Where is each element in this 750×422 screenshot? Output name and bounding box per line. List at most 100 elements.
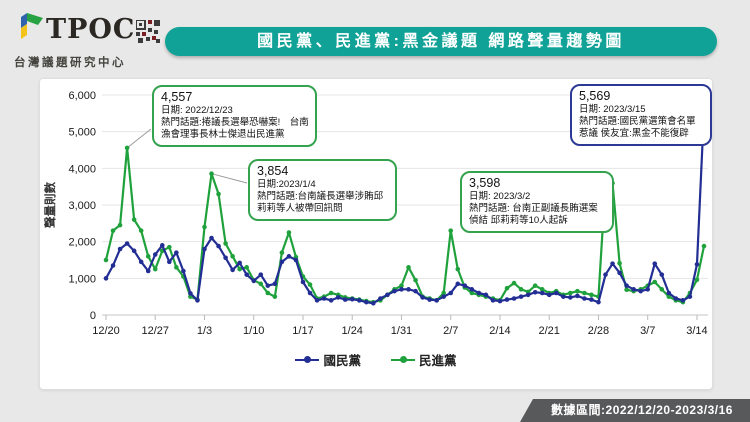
data-point (237, 266, 242, 272)
data-point (532, 289, 538, 295)
data-point (582, 290, 587, 296)
data-point (202, 246, 207, 252)
data-point (462, 283, 468, 288)
x-tick-label: 2/21 (539, 325, 560, 337)
data-point (589, 297, 594, 302)
data-point (511, 296, 517, 301)
annotation-topic: 熱門話題:台南議長選舉涉賄邱莉莉等人被帶回訊問 (257, 191, 384, 215)
data-point (575, 288, 580, 294)
annotation-value: 3,598 (469, 176, 501, 190)
annotation-leader-line (126, 128, 152, 149)
data-point (258, 281, 264, 287)
data-point (124, 241, 130, 246)
data-point (701, 243, 707, 249)
data-point (504, 297, 510, 302)
data-point (124, 145, 130, 151)
data-point (209, 171, 214, 176)
data-point (286, 254, 292, 259)
data-point (406, 287, 411, 292)
data-point (307, 282, 313, 287)
data-point (188, 291, 193, 296)
data-point (427, 297, 432, 302)
data-point (174, 250, 179, 255)
annotation-topic: 熱門話題:國民黨選策會名單惹議 侯友宜:黑金不能復辟 (579, 116, 696, 140)
data-point (603, 272, 608, 277)
data-point (152, 266, 158, 272)
data-point (539, 290, 545, 296)
annotation-peak-dpp-0302: 3,598 日期: 2023/3/2 熱門話題: 台南正副議長賄選案偵結 邱莉莉… (460, 171, 614, 234)
data-point (110, 228, 116, 233)
dpp-line-marker-icon (391, 356, 415, 364)
data-point (195, 298, 200, 303)
annotation-topic: 熱門話題: 台南正副議長賄選案偵結 邱莉莉等10人起訴 (469, 203, 598, 227)
data-point (145, 254, 151, 259)
data-point (406, 265, 411, 270)
data-point (518, 287, 524, 292)
data-point (152, 252, 158, 257)
data-point (371, 300, 376, 306)
annotation-date: 日期: 2023/3/2 (469, 191, 531, 202)
x-tick-label: 1/24 (342, 325, 363, 337)
legend-item-dpp: 民進黨 (391, 350, 457, 369)
x-tick-label: 2/28 (588, 325, 609, 337)
legend-label-dpp: 民進黨 (419, 354, 457, 368)
annotation-value: 4,557 (161, 90, 193, 104)
data-point (469, 287, 475, 292)
y-tick-label: 6,000 (68, 90, 96, 102)
data-point (364, 299, 369, 305)
data-point (525, 292, 531, 298)
data-point (659, 287, 665, 292)
data-point (434, 298, 439, 303)
data-point (420, 295, 425, 300)
qr-code-icon (136, 20, 160, 43)
data-point (385, 292, 390, 298)
y-tick-label: 4,000 (68, 163, 96, 175)
annotation-topic: 熱門話題:捲議長選舉恐嚇案! 台南漁會理事長林士傑退出民進黨 (161, 117, 309, 141)
data-point (167, 259, 172, 265)
data-point (413, 277, 418, 283)
data-point (652, 261, 658, 266)
data-point (181, 268, 186, 274)
trend-chart-svg: 0 1,000 2,000 3,000 4,000 5,000 6,000 12/20 12/2… (43, 90, 708, 337)
data-point (174, 265, 179, 270)
data-point (321, 296, 327, 301)
data-point (553, 290, 559, 296)
y-tick-label: 1,000 (68, 273, 96, 285)
data-point (673, 296, 679, 301)
data-point (251, 278, 257, 284)
data-point (680, 298, 686, 303)
data-point (244, 265, 250, 270)
data-point (286, 230, 292, 235)
data-point (483, 292, 489, 298)
data-point (624, 283, 629, 288)
data-point (568, 290, 573, 296)
data-point (694, 262, 700, 267)
data-point (589, 292, 594, 298)
data-point (230, 254, 235, 259)
data-point (638, 288, 643, 294)
series-line-1 (104, 146, 706, 304)
annotation-date: 日期:2023/1/4 (257, 179, 316, 190)
data-point (216, 243, 221, 249)
x-tick-label: 12/27 (141, 325, 169, 337)
y-tick-label: 0 (90, 310, 96, 322)
data-point (448, 290, 454, 296)
data-point (511, 280, 517, 286)
data-point (307, 290, 313, 296)
y-axis-title: 聲量則數 (43, 182, 57, 228)
tpoc-logo: TPOC 台灣議題研究中心 (12, 8, 162, 72)
data-point (216, 191, 221, 197)
data-point (455, 281, 461, 287)
data-point (159, 243, 165, 248)
y-tick-label: 5,000 (68, 127, 96, 139)
logo-arrow-icon (21, 13, 43, 39)
y-tick-label: 3,000 (68, 200, 96, 212)
data-point (497, 298, 503, 304)
logo-subtitle: 台灣議題研究中心 (14, 57, 126, 69)
data-point (244, 272, 250, 277)
y-tick-label: 2,000 (68, 237, 96, 249)
data-point (582, 296, 587, 301)
data-point (335, 295, 341, 300)
data-point (209, 235, 214, 241)
data-point (237, 260, 242, 266)
